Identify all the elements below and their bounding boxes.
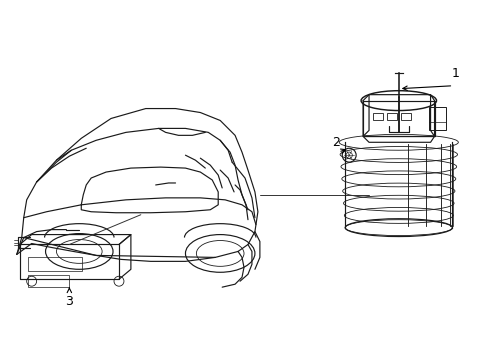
Bar <box>401 113 411 121</box>
Bar <box>28 275 70 287</box>
Bar <box>28 257 82 271</box>
Text: 2: 2 <box>332 136 340 149</box>
Bar <box>429 107 446 130</box>
Bar <box>387 113 397 121</box>
Text: 1: 1 <box>451 67 459 80</box>
Text: 3: 3 <box>66 294 74 307</box>
Bar <box>373 113 383 121</box>
